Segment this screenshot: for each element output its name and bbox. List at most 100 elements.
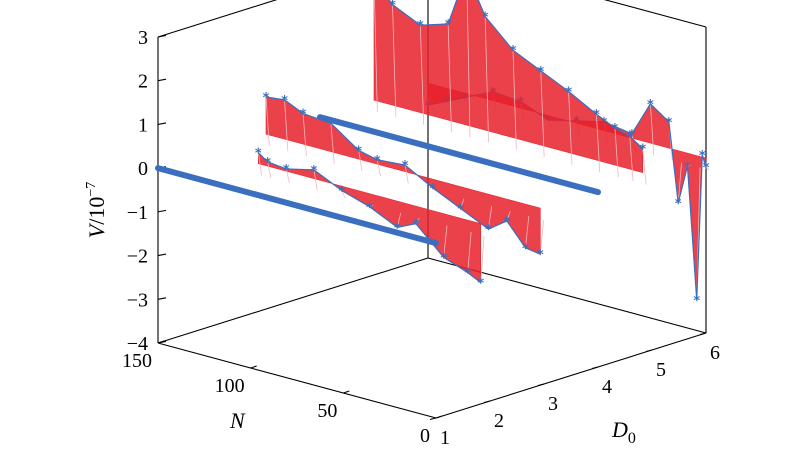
x-tick-mark [699, 332, 707, 336]
data-marker: * [457, 203, 464, 218]
x-tick-label: 1 [440, 427, 450, 449]
z-tick-label: 3 [138, 27, 148, 49]
surface-stem [480, 235, 485, 283]
data-marker: * [565, 85, 572, 100]
surface-stem [484, 16, 489, 143]
surface-stem [257, 152, 263, 176]
y-tick-label: 0 [420, 425, 430, 447]
surface-stem [415, 217, 420, 224]
surface-stem [596, 114, 601, 173]
surface-stem [512, 50, 517, 150]
axis-edge-front-y [157, 342, 437, 419]
z-tick-label: 2 [138, 71, 148, 93]
data-marker: * [693, 294, 700, 309]
surface-stem [341, 190, 346, 199]
series-d0-4 [317, 114, 601, 196]
surface-stem [285, 168, 290, 184]
series-d0-1 [155, 165, 439, 247]
surface-stem [614, 127, 619, 178]
z-tick-label: −1 [127, 202, 148, 224]
surface-stem [629, 136, 634, 182]
data-marker: * [366, 201, 373, 216]
series-surface [373, 0, 644, 174]
data-marker: * [666, 116, 673, 131]
surface-stem [540, 70, 545, 158]
axis-edge-front-x [435, 332, 707, 419]
series-d0-5: * * * * * * * * * * * * * [373, 0, 647, 185]
z-tick-label: 1 [138, 114, 148, 136]
series-line [388, 0, 644, 150]
surface-stem [677, 162, 682, 204]
y-tick-label: 50 [317, 400, 337, 422]
z-tick-label: −2 [127, 246, 148, 268]
surface-stem [374, 0, 378, 113]
surface-stem [447, 23, 452, 133]
x-tick-label: 5 [656, 359, 666, 381]
data-marker: * [311, 164, 318, 179]
surface-stem [396, 213, 402, 228]
y-tick-mark [343, 390, 350, 394]
series-zero-line [155, 165, 439, 247]
data-marker: * [338, 185, 345, 200]
y-axis-title: N [229, 408, 246, 433]
y-tick-label: 100 [215, 375, 245, 397]
x-tick-mark [537, 383, 545, 387]
y-tick-label: 150 [122, 350, 152, 372]
data-marker: * [626, 130, 633, 145]
data-marker: * [537, 248, 544, 263]
z-tick-label: 0 [138, 158, 148, 180]
x-tick-mark [429, 417, 437, 421]
x-tick-label: 2 [494, 410, 504, 432]
surface-stem [419, 25, 425, 125]
z-tick-mark [157, 122, 167, 125]
data-marker: * [612, 122, 619, 137]
data-marker: * [464, 267, 471, 282]
axis-edge-back-floor [157, 257, 429, 344]
surface-stem [376, 159, 381, 177]
x-tick-label: 3 [548, 393, 558, 415]
data-marker: * [417, 19, 424, 34]
data-marker: * [699, 149, 706, 164]
series-line [257, 152, 482, 284]
data-marker: * [429, 182, 436, 197]
z-tick-mark [157, 297, 167, 300]
surface-stem [539, 220, 545, 255]
surface-stem [284, 99, 289, 152]
x-tick-label: 4 [602, 376, 612, 398]
surface-stem [302, 113, 307, 157]
z-tick-label: −3 [127, 289, 148, 311]
data-marker: * [485, 223, 492, 238]
surface-stem [265, 96, 270, 147]
data-marker: * [255, 147, 262, 162]
z-tick-mark [157, 78, 167, 82]
surface-stem [267, 161, 272, 179]
series-line [265, 96, 541, 255]
series-d0-2: ** * **** **** [255, 147, 485, 292]
x-tick-mark [483, 400, 491, 404]
data-marker: * [703, 161, 710, 176]
data-marker: * [593, 108, 600, 123]
axis-edge-top-back [157, 0, 278, 38]
x-tick-label: 6 [710, 342, 720, 364]
data-marker: * [647, 98, 654, 113]
data-marker: * [402, 159, 409, 174]
data-marker: * [300, 108, 307, 123]
data-marker: * [477, 277, 484, 292]
y-tick-mark [157, 340, 165, 344]
data-marker: * [264, 156, 271, 171]
series-zero-line [317, 114, 601, 196]
z-tick-label: −4 [127, 333, 148, 355]
z-axis-title: V/10−7 [84, 182, 109, 238]
data-marker: * [281, 94, 288, 109]
data-marker: * [482, 10, 489, 25]
surface-stem [650, 103, 655, 156]
z-tick-mark [157, 209, 167, 213]
surface-stem [443, 225, 448, 258]
data-marker: * [394, 221, 401, 236]
data-marker: * [374, 154, 381, 169]
surface-stem [642, 148, 647, 185]
data-marker: * [675, 197, 682, 212]
surface-stem [466, 0, 471, 138]
data-marker: * [412, 218, 419, 233]
